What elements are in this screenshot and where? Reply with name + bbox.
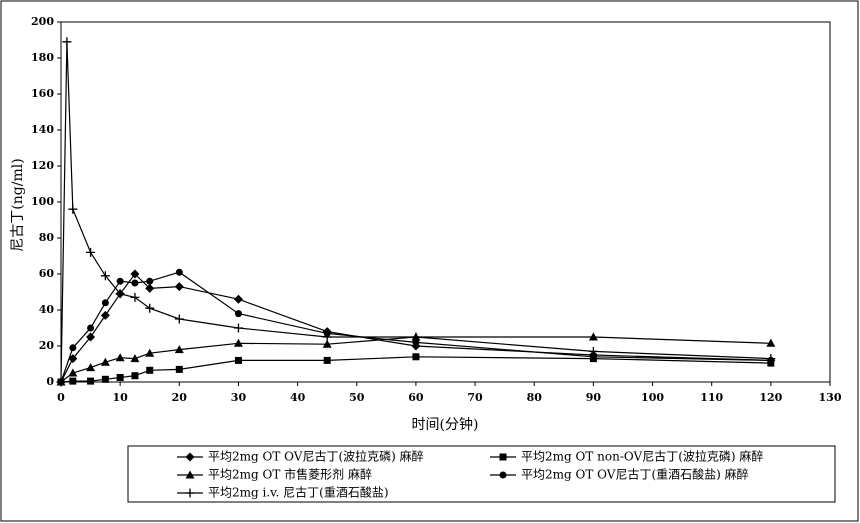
x-tick-label: 20: [172, 391, 188, 404]
x-tick-label: 130: [819, 391, 842, 404]
marker: [86, 247, 96, 257]
series-line: [60, 356, 771, 383]
marker: [233, 338, 243, 347]
marker: [145, 283, 155, 293]
marker: [56, 377, 66, 387]
marker: [145, 348, 155, 357]
y-axis-label: 尼古丁(ng/ml): [10, 158, 26, 251]
marker: [116, 277, 124, 285]
legend-label: 平均2mg OT OV尼古丁(波拉克磷) 麻醉: [208, 449, 424, 464]
legend-label: 平均2mg i.v. 尼古丁(重酒石酸盐): [208, 485, 389, 500]
y-tick-label: 60: [39, 267, 55, 280]
series-line: [60, 41, 771, 383]
y-tick-label: 80: [39, 231, 55, 244]
y-tick-label: 0: [46, 375, 54, 388]
marker: [68, 354, 78, 364]
marker: [233, 294, 243, 304]
x-tick-label: 90: [586, 391, 602, 404]
y-tick-label: 20: [39, 339, 55, 352]
x-tick-label: 80: [527, 391, 543, 404]
marker: [146, 366, 154, 374]
marker: [115, 353, 125, 362]
marker: [175, 365, 183, 373]
y-tick-label: 200: [31, 15, 54, 28]
y-tick-label: 140: [31, 123, 54, 136]
marker: [766, 338, 776, 347]
marker: [174, 345, 184, 354]
marker: [322, 332, 332, 342]
x-tick-label: 0: [57, 391, 65, 404]
marker: [130, 269, 140, 279]
marker: [101, 375, 109, 383]
marker: [145, 303, 155, 313]
marker: [185, 488, 195, 498]
marker: [588, 346, 598, 356]
x-tick-label: 110: [700, 391, 723, 404]
marker: [588, 332, 598, 341]
marker: [234, 356, 242, 364]
x-tick-label: 30: [231, 391, 247, 404]
y-tick-label: 180: [31, 51, 54, 64]
marker: [322, 339, 332, 348]
x-tick-label: 70: [467, 391, 483, 404]
marker: [87, 377, 95, 385]
marker: [100, 357, 110, 366]
marker: [174, 314, 184, 324]
marker: [68, 204, 78, 214]
x-tick-label: 60: [408, 391, 424, 404]
marker: [62, 37, 72, 47]
marker: [412, 338, 420, 346]
marker: [499, 471, 507, 479]
marker: [130, 354, 140, 363]
marker: [116, 374, 124, 381]
x-tick-label: 40: [290, 391, 306, 404]
x-tick-label: 100: [641, 391, 664, 404]
marker: [130, 292, 140, 302]
marker: [101, 299, 109, 307]
series-line: [60, 273, 771, 383]
marker: [69, 377, 77, 385]
y-tick-label: 120: [31, 159, 54, 172]
marker: [131, 279, 139, 287]
marker: [234, 310, 242, 318]
marker: [131, 372, 139, 380]
marker: [175, 268, 183, 276]
y-tick-label: 100: [31, 195, 54, 208]
marker: [100, 271, 110, 281]
y-tick-label: 160: [31, 87, 54, 100]
legend-label: 平均2mg OT OV尼古丁(重酒石酸盐) 麻醉: [521, 467, 749, 482]
series-line: [60, 271, 771, 383]
marker: [87, 324, 95, 332]
marker: [86, 363, 96, 372]
marker: [185, 452, 195, 462]
x-tick-label: 10: [112, 391, 128, 404]
y-tick-label: 40: [39, 303, 55, 316]
marker: [766, 354, 776, 364]
marker: [185, 470, 195, 479]
marker: [323, 356, 331, 364]
x-tick-label: 50: [349, 391, 365, 404]
marker: [146, 277, 154, 285]
legend-label: 平均2mg OT non-OV尼古丁(波拉克磷) 麻醉: [521, 449, 763, 464]
marker: [412, 353, 420, 361]
marker: [499, 453, 507, 461]
x-tick-label: 120: [759, 391, 782, 404]
plot-area: [60, 21, 831, 383]
legend-label: 平均2mg OT 市售菱形剂 麻醉: [208, 467, 372, 482]
marker: [68, 368, 78, 377]
marker: [86, 332, 96, 342]
marker: [174, 282, 184, 292]
x-axis-label: 时间(分钟): [412, 416, 479, 433]
marker: [115, 289, 125, 299]
marker: [233, 323, 243, 333]
legend-box: [127, 445, 836, 503]
marker: [411, 332, 421, 342]
marker: [589, 353, 597, 361]
marker: [100, 310, 110, 320]
marker: [69, 344, 77, 352]
